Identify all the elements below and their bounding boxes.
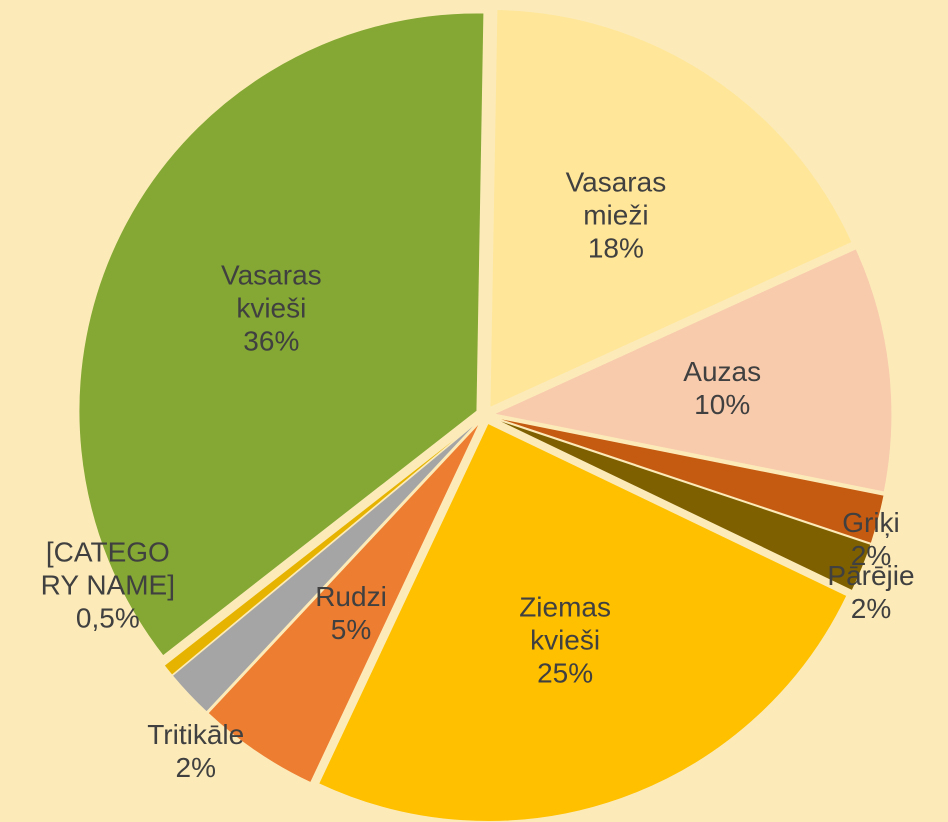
value-label: 0,5% (75, 602, 140, 634)
pie-slice (493, 417, 872, 592)
category-label: Rudzi (315, 580, 387, 612)
pie-slice (493, 416, 885, 544)
category-label: Tritikāle (147, 718, 245, 750)
value-label: 5% (330, 613, 372, 645)
data-label: Vasaras kvieši 36% (196, 259, 346, 358)
value-label: 2% (175, 751, 216, 783)
data-label: Pārējie 2% (796, 559, 946, 625)
category-label: Pārējie (827, 560, 915, 592)
data-label: Griķi 2% (796, 506, 946, 572)
pie-slice (163, 420, 479, 676)
category-label: Griķi (842, 507, 900, 539)
value-label: 25% (537, 657, 594, 689)
category-label: Ziemas kvieši (519, 591, 611, 656)
data-label: Rudzi 5% (276, 580, 426, 646)
value-label: 10% (694, 388, 751, 420)
value-label: 2% (850, 593, 892, 625)
value-label: 2% (850, 540, 892, 572)
category-label: Auzas (683, 355, 762, 387)
category-label: Vasaras mieži (565, 166, 667, 231)
pie-slice (171, 420, 479, 713)
pie-slice (492, 248, 893, 493)
pie-slice (489, 9, 853, 409)
category-label: Vasaras kvieši (221, 259, 322, 324)
pie-slice (78, 12, 485, 657)
data-label: [CATEGORY NAME] 0,5% (40, 535, 175, 634)
category-label: [CATEGORY NAME] (40, 536, 176, 601)
data-label: Tritikāle 2% (121, 718, 271, 784)
data-label: Ziemas kvieši 25% (490, 590, 640, 689)
data-label: Vasaras mieži 18% (541, 166, 691, 265)
data-label: Auzas 10% (647, 355, 797, 421)
pie-slice (318, 422, 848, 822)
value-label: 18% (587, 232, 644, 264)
pie-slice (207, 422, 481, 784)
value-label: 36% (243, 325, 300, 357)
